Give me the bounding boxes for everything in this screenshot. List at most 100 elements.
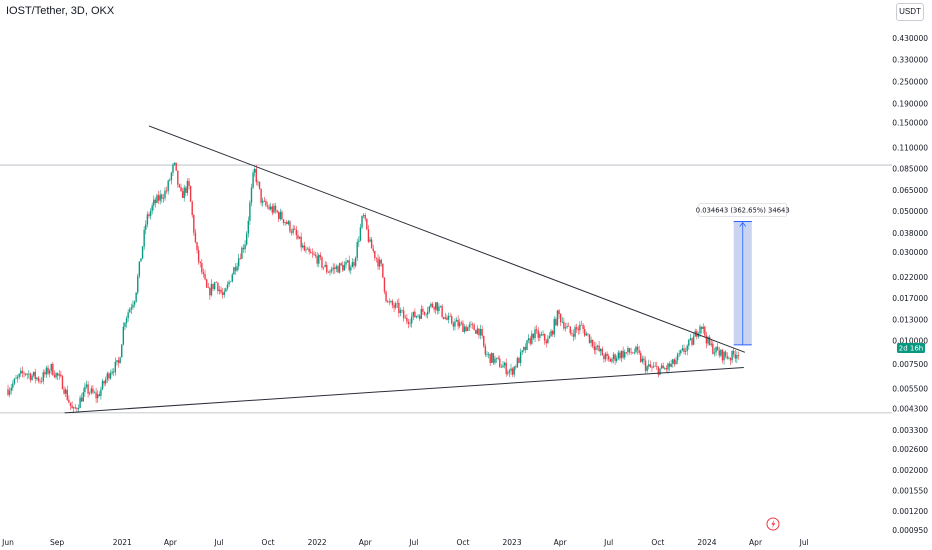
candle-body	[364, 215, 366, 219]
candle-body	[45, 367, 48, 375]
candle	[431, 301, 434, 309]
candle	[159, 189, 161, 205]
candle-body	[98, 394, 101, 396]
candle	[263, 196, 266, 203]
candle	[441, 304, 443, 319]
measure-tool[interactable]: 0.034643 (362.65%) 34643	[696, 203, 790, 346]
candle	[324, 260, 326, 268]
candle	[375, 257, 378, 263]
candle	[726, 352, 728, 360]
candle	[29, 372, 32, 383]
candle	[359, 223, 362, 242]
candle-body	[135, 292, 137, 302]
candle-body	[56, 373, 59, 376]
candle-body	[539, 334, 541, 338]
candle	[189, 185, 192, 202]
candle	[513, 365, 515, 378]
candle-body	[704, 326, 706, 336]
candle-body	[138, 261, 141, 277]
candle	[689, 334, 692, 341]
candle	[420, 304, 422, 320]
candle-body	[180, 187, 182, 192]
candle	[69, 402, 72, 411]
candle-body	[90, 388, 92, 393]
candle	[122, 322, 125, 346]
candle-body	[377, 258, 379, 267]
candle	[311, 248, 314, 258]
candle	[334, 263, 336, 274]
candle-body	[199, 261, 201, 263]
candle	[691, 337, 693, 347]
currency-button[interactable]: USDT	[896, 3, 924, 21]
candle	[539, 331, 541, 341]
candle-body	[636, 346, 639, 351]
candle-body	[422, 308, 424, 312]
candle	[484, 343, 487, 357]
candle	[612, 351, 615, 364]
candle	[245, 231, 248, 246]
candle-body	[29, 373, 32, 380]
candle-body	[569, 326, 571, 334]
candle-body	[10, 387, 12, 391]
trendlines[interactable]	[64, 125, 746, 414]
candle-body	[470, 324, 472, 325]
candle	[271, 203, 274, 216]
candle	[229, 281, 232, 283]
horizontal-lines	[0, 164, 892, 414]
candle	[88, 391, 91, 396]
candle-body	[723, 351, 725, 361]
candle-body	[728, 358, 730, 359]
candle	[258, 181, 261, 190]
flash-icon[interactable]	[766, 517, 780, 531]
candle-body	[130, 307, 133, 310]
candle-body	[32, 371, 35, 376]
candle-body	[449, 315, 451, 317]
candle	[85, 380, 88, 389]
candle	[141, 245, 144, 260]
candle	[140, 258, 142, 262]
candle	[153, 195, 155, 211]
candle	[7, 384, 9, 397]
candle-body	[435, 302, 437, 310]
candle-body	[39, 381, 41, 382]
candle	[399, 307, 402, 317]
candle	[508, 368, 511, 378]
candle-body	[346, 260, 349, 263]
candle-body	[212, 283, 214, 289]
candle	[476, 325, 479, 335]
candle	[286, 220, 288, 225]
y-tick-label: 0.007500	[892, 360, 928, 369]
candle	[486, 351, 488, 357]
candle-body	[433, 307, 435, 310]
candle	[148, 212, 150, 219]
candle	[90, 385, 92, 395]
x-tick-label: Jul	[799, 538, 809, 547]
candle-body	[515, 366, 517, 368]
candle	[105, 376, 107, 386]
candle-body	[262, 200, 264, 203]
candle-body	[353, 262, 355, 266]
candle-body	[209, 287, 211, 296]
candle	[598, 340, 600, 353]
candle-body	[489, 353, 491, 363]
candle	[491, 352, 493, 363]
last-price-badge: 2d 16h	[897, 343, 925, 353]
candle-body	[390, 301, 392, 302]
candle	[656, 361, 658, 370]
candle	[603, 353, 605, 363]
candle	[529, 335, 531, 346]
candle-body	[606, 353, 608, 357]
candle-body	[84, 386, 86, 393]
candle	[346, 260, 349, 264]
candle	[707, 335, 709, 346]
candle-body	[385, 291, 387, 302]
candle-body	[579, 324, 581, 331]
candle	[80, 393, 83, 403]
candle-body	[169, 180, 171, 181]
candle-body	[186, 181, 189, 193]
candle-body	[702, 326, 704, 329]
candle	[24, 372, 27, 377]
candle-body	[109, 373, 112, 379]
candle-body	[58, 374, 60, 376]
